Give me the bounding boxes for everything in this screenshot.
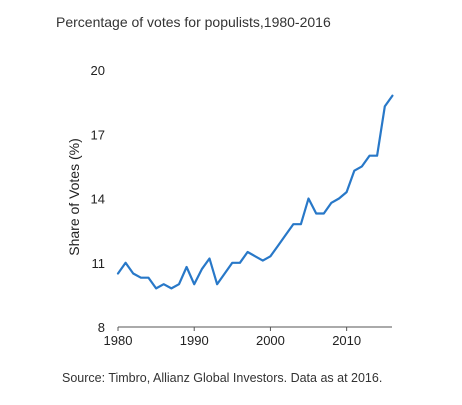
- x-tick-label: 2000: [256, 333, 285, 348]
- y-tick-label: 14: [91, 192, 105, 207]
- series-line: [116, 94, 394, 290]
- source-note: Source: Timbro, Allianz Global Investors…: [62, 371, 383, 385]
- y-tick-label: 20: [91, 63, 105, 78]
- y-tick-label: 17: [91, 127, 105, 142]
- y-tick-label: 8: [98, 320, 105, 335]
- series-group: [116, 94, 394, 290]
- x-tick-label: 2010: [332, 333, 361, 348]
- x-tick-label: 1980: [104, 333, 133, 348]
- x-axis-ticks: 1980 1990 2000 2010: [104, 327, 361, 348]
- chart-title: Percentage of votes for populists,1980-2…: [56, 14, 331, 30]
- y-axis-ticks: 8 11 14 17 20: [91, 63, 105, 335]
- y-tick-label: 11: [92, 256, 106, 271]
- x-tick-label: 1990: [180, 333, 209, 348]
- y-axis-title: Share of Votes (%): [66, 138, 82, 256]
